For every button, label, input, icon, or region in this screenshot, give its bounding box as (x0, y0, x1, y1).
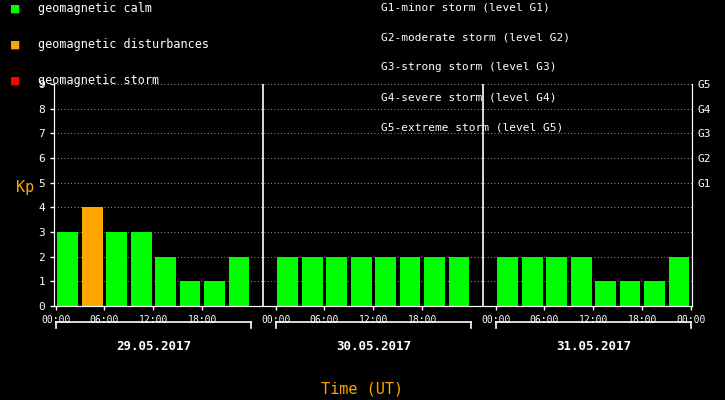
Text: ■: ■ (11, 38, 20, 52)
Bar (278, 257, 298, 306)
Text: geomagnetic disturbances: geomagnetic disturbances (38, 38, 210, 51)
Text: geomagnetic calm: geomagnetic calm (38, 2, 152, 15)
Text: G5-extreme storm (level G5): G5-extreme storm (level G5) (381, 122, 563, 132)
Bar (668, 257, 689, 306)
Text: Time (UT): Time (UT) (321, 381, 404, 396)
Bar (107, 232, 127, 306)
Text: geomagnetic storm: geomagnetic storm (38, 74, 160, 87)
Bar (644, 281, 665, 306)
Text: 29.05.2017: 29.05.2017 (116, 340, 191, 353)
Bar (204, 281, 225, 306)
Bar (326, 257, 347, 306)
Bar (449, 257, 469, 306)
Text: G1-minor storm (level G1): G1-minor storm (level G1) (381, 2, 550, 12)
Text: G4-severe storm (level G4): G4-severe storm (level G4) (381, 92, 556, 102)
Bar (497, 257, 518, 306)
Bar (424, 257, 445, 306)
Text: G2-moderate storm (level G2): G2-moderate storm (level G2) (381, 32, 570, 42)
Bar (522, 257, 542, 306)
Text: ■: ■ (11, 2, 20, 16)
Bar (351, 257, 371, 306)
Bar (376, 257, 396, 306)
Bar (620, 281, 640, 306)
Bar (130, 232, 152, 306)
Bar (595, 281, 616, 306)
Bar (547, 257, 567, 306)
Bar (571, 257, 592, 306)
Text: 30.05.2017: 30.05.2017 (336, 340, 411, 353)
Bar (57, 232, 78, 306)
Bar (228, 257, 249, 306)
Bar (155, 257, 176, 306)
Bar (82, 207, 103, 306)
Y-axis label: Kp: Kp (15, 180, 34, 195)
Text: ■: ■ (11, 74, 20, 88)
Text: 31.05.2017: 31.05.2017 (556, 340, 631, 353)
Text: G3-strong storm (level G3): G3-strong storm (level G3) (381, 62, 556, 72)
Bar (180, 281, 200, 306)
Bar (399, 257, 420, 306)
Bar (302, 257, 323, 306)
